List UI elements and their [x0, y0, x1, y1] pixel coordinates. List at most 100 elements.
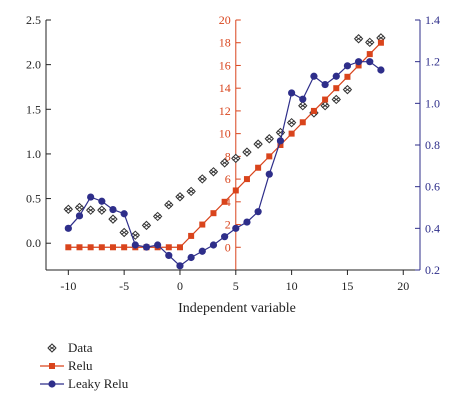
middle-tick-label: 18: [219, 36, 231, 50]
middle-tick-label: 0: [225, 240, 231, 254]
data-point-hatch: [98, 207, 106, 213]
relu-point: [266, 153, 273, 160]
data-point-hatch: [48, 345, 56, 351]
leaky-relu-point: [154, 241, 162, 249]
legend-item: Data: [47, 340, 93, 355]
data-point-hatch: [366, 39, 374, 45]
data-point: [365, 37, 375, 48]
leaky-relu-point: [232, 224, 240, 232]
data-point: [253, 139, 263, 149]
relu-point: [188, 232, 195, 239]
data-point-hatch: [120, 230, 128, 235]
relu-point: [87, 244, 94, 251]
data-point: [219, 158, 230, 168]
data-point-hatch: [76, 205, 83, 210]
legend-label: Data: [68, 340, 93, 355]
data-point-hatch: [132, 232, 139, 238]
leaky-relu-point: [254, 208, 262, 216]
data-point: [85, 205, 96, 215]
leaky-relu-point: [299, 95, 307, 103]
right-tick-label: 0.6: [425, 180, 440, 194]
data-point: [208, 167, 219, 177]
data-point: [74, 202, 85, 213]
x-tick-label: 15: [341, 279, 353, 293]
relu-point: [49, 363, 55, 369]
data-point: [186, 186, 196, 197]
leaky-relu-point: [209, 241, 218, 249]
data-point: [286, 117, 297, 128]
data-point: [119, 227, 129, 238]
relu-point: [322, 96, 329, 103]
leaky-relu-point: [109, 205, 117, 214]
left-tick-label: 0.5: [26, 192, 41, 206]
data-point: [298, 101, 308, 111]
leaky-relu-point: [343, 62, 352, 70]
data-point: [231, 153, 241, 164]
leaky-relu-point: [366, 58, 374, 66]
leaky-relu-point: [165, 251, 173, 260]
legend-label: Relu: [68, 358, 93, 373]
data-point-hatch: [210, 169, 217, 175]
series-layer: [63, 33, 386, 270]
relu-point: [355, 62, 362, 69]
left-tick-label: 2.5: [26, 13, 41, 27]
series-leaky-relu: [64, 58, 385, 270]
middle-tick-label: 16: [219, 58, 231, 72]
middle-tick-label: 20: [219, 13, 231, 27]
x-tick-label: -10: [60, 279, 76, 293]
data-point-hatch: [154, 214, 161, 219]
middle-tick-label: 8: [225, 149, 231, 163]
legend-item: Relu: [40, 358, 93, 373]
data-point-hatch: [109, 216, 117, 222]
left-y-axis: 0.0 0.5 1.0 1.5 2.0 2.5: [26, 13, 51, 250]
relu-point: [243, 176, 250, 183]
leaky-relu-point: [321, 80, 329, 89]
data-point-hatch: [321, 103, 329, 109]
plot-frame: [45, 20, 420, 271]
x-tick-label: 5: [233, 279, 239, 293]
leaky-relu-point: [142, 243, 151, 251]
data-point: [342, 84, 353, 95]
relu-point: [344, 73, 351, 80]
data-point: [264, 134, 274, 144]
leaky-relu-point: [221, 233, 229, 241]
data-point: [242, 147, 252, 157]
middle-y-axis: 0 2 4 6 8 10 12 14 16 18 20: [219, 13, 241, 270]
relu-point: [98, 244, 105, 251]
left-tick-label: 0.0: [26, 236, 41, 250]
relu-point: [199, 221, 206, 228]
data-point: [108, 214, 118, 224]
data-point: [164, 200, 174, 210]
relu-point: [176, 244, 183, 251]
data-point-hatch: [221, 160, 228, 166]
data-point-hatch: [355, 36, 362, 42]
data-point-hatch: [165, 202, 173, 208]
data-point-hatch: [344, 87, 351, 93]
middle-tick-label: 2: [225, 218, 231, 232]
middle-tick-label: 12: [219, 104, 231, 118]
left-tick-label: 1.5: [26, 102, 41, 116]
leaky-relu-point: [354, 58, 363, 66]
data-point-hatch: [243, 149, 251, 155]
data-point-hatch: [176, 194, 184, 200]
leaky-relu-point: [276, 137, 285, 145]
relu-point: [121, 244, 128, 251]
relu-point: [277, 142, 284, 148]
leaky-relu-point: [377, 66, 385, 74]
data-point-hatch: [288, 120, 295, 126]
data-point-hatch: [187, 189, 195, 194]
data-point-hatch: [199, 176, 206, 182]
middle-tick-label: 4: [225, 195, 231, 209]
relu-point: [65, 244, 72, 251]
legend: Data Relu Leaky Relu: [40, 340, 129, 391]
data-point: [141, 220, 152, 231]
data-point: [63, 204, 74, 214]
leaky-relu-point: [87, 193, 95, 201]
relu-point: [366, 51, 373, 58]
relu-point: [76, 244, 83, 251]
relu-point: [288, 130, 295, 137]
leaky-relu-point: [131, 241, 139, 249]
leaky-relu-point: [120, 210, 128, 218]
leaky-relu-point: [187, 253, 195, 262]
relu-point: [377, 39, 384, 46]
